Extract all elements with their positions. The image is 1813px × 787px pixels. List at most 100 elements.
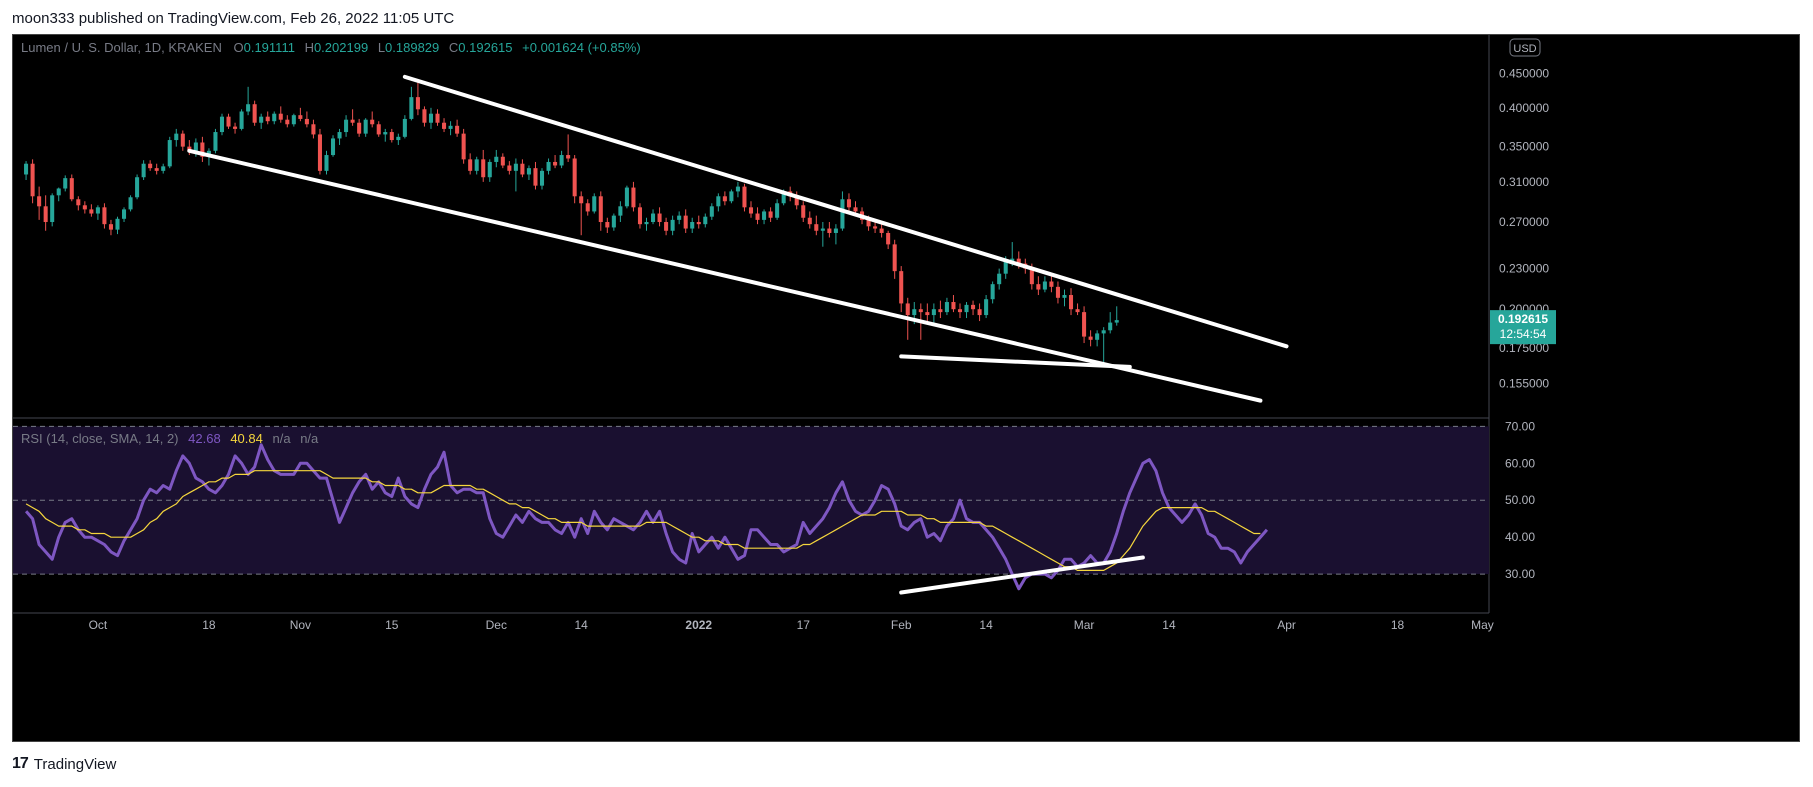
candle xyxy=(448,121,453,136)
candle-body xyxy=(1036,284,1041,290)
candle-body xyxy=(886,232,891,245)
candle-body xyxy=(690,222,695,229)
candle-body xyxy=(226,116,231,127)
candle-body xyxy=(918,309,923,313)
candle xyxy=(474,156,479,175)
candle xyxy=(624,185,629,209)
candle xyxy=(56,187,61,202)
candle-body xyxy=(415,97,420,110)
candle xyxy=(396,133,401,145)
candle xyxy=(409,86,414,121)
legend-high-label: H xyxy=(305,40,314,55)
candle xyxy=(108,219,113,236)
candle-body xyxy=(618,206,623,216)
candle-body xyxy=(363,119,368,134)
candle xyxy=(102,203,107,229)
candle-body xyxy=(422,109,427,123)
candle xyxy=(344,115,349,137)
candle-body xyxy=(317,134,322,171)
candle-body xyxy=(977,309,982,316)
candle xyxy=(500,153,505,169)
candle-body xyxy=(801,205,806,218)
candle-body xyxy=(735,186,740,192)
time-tick-label: Oct xyxy=(89,618,108,632)
candle xyxy=(272,111,277,125)
rsi-layer xyxy=(24,443,1269,591)
candle xyxy=(1062,289,1067,307)
legend-symbol: Lumen / U. S. Dollar, 1D, KRAKEN xyxy=(21,40,222,55)
currency-button[interactable]: USD xyxy=(1509,38,1541,57)
candle-body xyxy=(716,196,721,207)
candle xyxy=(873,222,878,233)
candle xyxy=(775,199,780,220)
candle-body xyxy=(938,309,943,313)
time-tick-label: 17 xyxy=(797,618,811,632)
candle xyxy=(611,213,616,231)
candle xyxy=(598,191,603,231)
rsi-tick-label: 70.00 xyxy=(1505,419,1535,433)
candle-body xyxy=(448,125,453,129)
candle xyxy=(762,209,767,225)
candle xyxy=(703,213,708,228)
axis-layer: 0.450000 0.400000 0.350000 0.310000 0.270000… xyxy=(89,67,1550,632)
candle-body xyxy=(768,211,773,218)
candle-body xyxy=(644,222,649,225)
candle-body xyxy=(82,205,87,210)
candle xyxy=(637,203,642,229)
chart-canvas[interactable]: 0.450000 0.400000 0.350000 0.310000 0.270000… xyxy=(13,35,1799,741)
legend-open-label: O xyxy=(233,40,243,55)
candle-body xyxy=(1082,312,1087,337)
candle xyxy=(389,128,394,143)
candle-body xyxy=(442,122,447,129)
candle-body xyxy=(833,228,838,233)
price-tick-label: 0.450000 xyxy=(1499,67,1549,81)
candle xyxy=(167,136,172,169)
price-trendline xyxy=(899,354,1132,369)
candle xyxy=(330,135,336,157)
candle-body xyxy=(781,191,786,204)
time-tick-label: 2022 xyxy=(685,618,712,632)
candle-body xyxy=(461,133,466,160)
price-tick-label: 0.270000 xyxy=(1499,215,1549,229)
candle-body xyxy=(664,222,669,231)
candle xyxy=(324,150,329,175)
candle-body xyxy=(1029,268,1034,285)
candle xyxy=(846,193,851,212)
candle xyxy=(95,205,100,220)
rsi-band-layer xyxy=(13,425,1489,575)
candle-body xyxy=(409,97,414,119)
candle-body xyxy=(76,199,81,206)
candle xyxy=(1042,276,1047,293)
candle-body xyxy=(566,155,571,159)
candle xyxy=(30,159,35,204)
chart-frame: 0.450000 0.400000 0.350000 0.310000 0.270000… xyxy=(12,34,1800,742)
candle-body xyxy=(402,118,407,137)
candle-body xyxy=(213,132,218,151)
candle-body xyxy=(304,118,309,125)
candle xyxy=(539,168,545,190)
legend-close-value: 0.192615 xyxy=(458,40,512,55)
candle xyxy=(814,215,819,236)
candle xyxy=(298,107,303,122)
candle xyxy=(1036,276,1041,296)
candle-body xyxy=(1108,322,1113,331)
candle xyxy=(1108,312,1113,334)
candle xyxy=(977,303,982,322)
candle xyxy=(161,163,166,174)
candle-body xyxy=(50,195,55,223)
candle xyxy=(566,134,571,162)
candle xyxy=(592,193,597,214)
time-tick-label: Apr xyxy=(1277,618,1296,632)
candle-body xyxy=(775,203,780,218)
candle-body xyxy=(572,158,577,197)
candle xyxy=(722,191,727,206)
candle xyxy=(370,111,375,128)
candle xyxy=(886,230,891,250)
candle-body xyxy=(344,119,349,133)
candle xyxy=(892,239,897,279)
candle-body xyxy=(971,304,976,310)
candle-body xyxy=(820,228,825,231)
candle xyxy=(520,159,525,178)
candle xyxy=(742,183,747,212)
candle-body xyxy=(396,136,401,141)
